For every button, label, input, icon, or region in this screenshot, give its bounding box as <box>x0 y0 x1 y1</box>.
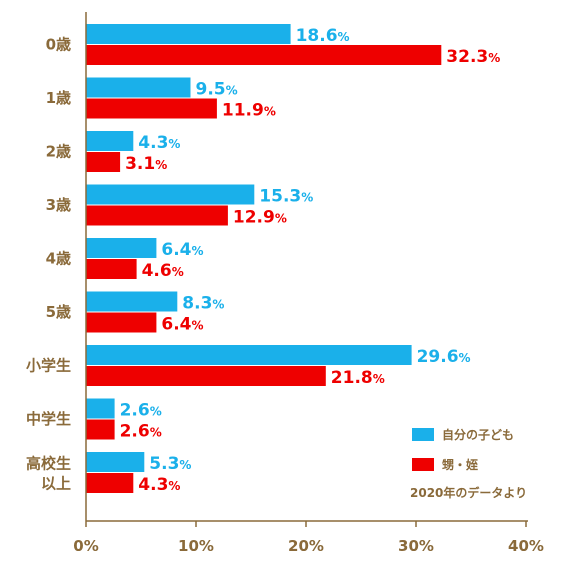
value-suffix: % <box>192 244 204 258</box>
category-label-1: 1歳 <box>46 89 71 107</box>
value-number: 4.6 <box>142 261 172 281</box>
value-number: 21.8 <box>331 368 373 388</box>
value-number: 5.3 <box>149 454 179 474</box>
x-tick-label-4: 40% <box>508 537 544 555</box>
value-number: 29.6 <box>417 347 459 367</box>
value-suffix: % <box>226 84 238 98</box>
value-label-own-child-3: 15.3% <box>259 187 313 207</box>
value-number: 6.4 <box>161 240 191 260</box>
value-number: 2.6 <box>120 401 150 421</box>
bar-niece-nephew-3 <box>86 205 228 226</box>
value-suffix: % <box>275 212 287 226</box>
value-label-niece-nephew-3: 12.9% <box>233 208 287 228</box>
bar-niece-nephew-0 <box>86 45 442 65</box>
value-suffix: % <box>155 158 167 172</box>
bar-niece-nephew-4 <box>86 259 137 279</box>
value-label-own-child-8: 5.3% <box>149 454 191 474</box>
value-number: 2.6 <box>120 422 150 442</box>
bar-niece-nephew-5 <box>86 312 157 333</box>
legend-label-niece-nephew: 甥・姪 <box>442 457 478 472</box>
category-label-line: 以上 <box>41 475 71 493</box>
value-suffix: % <box>373 372 385 386</box>
value-number: 4.3 <box>138 133 168 153</box>
value-label-own-child-0: 18.6% <box>296 26 350 46</box>
category-label-2: 2歳 <box>46 143 71 161</box>
bar-own-child-7 <box>86 398 115 419</box>
bar-own-child-6 <box>86 345 412 365</box>
value-suffix: % <box>168 479 180 493</box>
bar-niece-nephew-2 <box>86 152 121 172</box>
value-label-niece-nephew-5: 6.4% <box>161 315 203 335</box>
value-number: 18.6 <box>296 26 338 46</box>
value-suffix: % <box>459 351 471 365</box>
category-label-0: 0歳 <box>46 36 71 54</box>
value-suffix: % <box>301 191 313 205</box>
bar-niece-nephew-8 <box>86 473 134 493</box>
value-number: 9.5 <box>196 80 226 100</box>
bar-own-child-4 <box>86 238 157 258</box>
value-label-niece-nephew-7: 2.6% <box>120 422 162 442</box>
value-number: 15.3 <box>259 187 301 207</box>
value-suffix: % <box>192 319 204 333</box>
bar-niece-nephew-7 <box>86 419 115 440</box>
category-label-line: 高校生 <box>26 455 71 473</box>
category-label-5: 5歳 <box>46 303 71 321</box>
value-suffix: % <box>488 51 500 65</box>
bar-niece-nephew-6 <box>86 366 326 386</box>
value-number: 12.9 <box>233 208 275 228</box>
bar-own-child-3 <box>86 184 255 205</box>
legend-label-own-child: 自分の子ども <box>442 427 514 442</box>
value-suffix: % <box>179 458 191 472</box>
bar-own-child-8 <box>86 452 145 472</box>
value-label-niece-nephew-0: 32.3% <box>446 47 500 67</box>
x-tick-label-0: 0% <box>73 537 98 555</box>
value-label-own-child-1: 9.5% <box>196 80 238 100</box>
value-suffix: % <box>150 405 162 419</box>
value-label-own-child-5: 8.3% <box>182 294 224 314</box>
value-number: 3.1 <box>125 154 155 174</box>
value-suffix: % <box>212 298 224 312</box>
x-tick-label-2: 20% <box>288 537 324 555</box>
category-label-7: 中学生 <box>26 410 71 428</box>
value-suffix: % <box>338 30 350 44</box>
value-label-own-child-4: 6.4% <box>161 240 203 260</box>
value-label-niece-nephew-1: 11.9% <box>222 101 276 121</box>
value-label-own-child-7: 2.6% <box>120 401 162 421</box>
bar-niece-nephew-1 <box>86 98 217 119</box>
value-number: 6.4 <box>161 315 191 335</box>
category-label-6: 小学生 <box>26 357 71 375</box>
bar-own-child-2 <box>86 131 134 151</box>
value-label-own-child-2: 4.3% <box>138 133 180 153</box>
value-label-niece-nephew-8: 4.3% <box>138 475 180 495</box>
x-tick-label-3: 30% <box>398 537 434 555</box>
x-tick-label-1: 10% <box>178 537 214 555</box>
value-number: 8.3 <box>182 294 212 314</box>
value-suffix: % <box>264 105 276 119</box>
legend-swatch-own-child <box>412 428 434 441</box>
value-suffix: % <box>150 426 162 440</box>
category-label-4: 4歳 <box>46 250 71 268</box>
value-number: 11.9 <box>222 101 264 121</box>
value-label-niece-nephew-6: 21.8% <box>331 368 385 388</box>
legend-swatch-niece-nephew <box>412 458 434 471</box>
bar-own-child-0 <box>86 24 291 44</box>
value-number: 4.3 <box>138 475 168 495</box>
value-label-niece-nephew-2: 3.1% <box>125 154 167 174</box>
value-label-own-child-6: 29.6% <box>417 347 471 367</box>
bar-own-child-5 <box>86 291 178 312</box>
value-number: 32.3 <box>446 47 488 67</box>
value-suffix: % <box>168 137 180 151</box>
value-label-niece-nephew-4: 4.6% <box>142 261 184 281</box>
bar-own-child-1 <box>86 77 191 98</box>
data-source-note: 2020年のデータより <box>410 485 527 500</box>
value-suffix: % <box>172 265 184 279</box>
category-label-3: 3歳 <box>46 196 71 214</box>
category-label-8: 高校生以上 <box>26 455 71 493</box>
